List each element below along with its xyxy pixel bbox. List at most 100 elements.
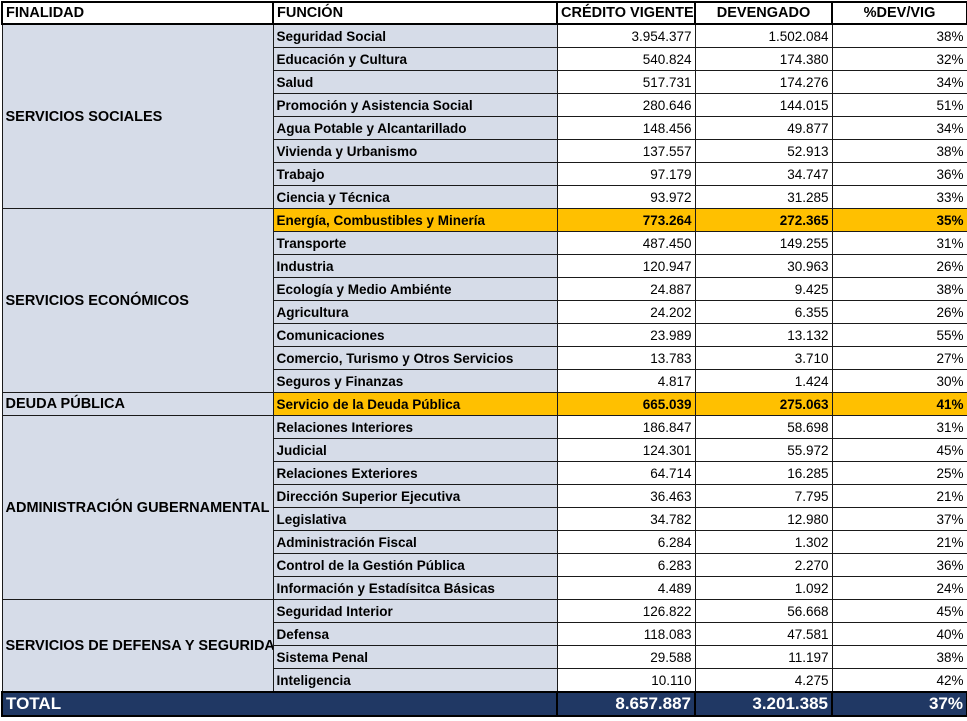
funcion-cell: Ciencia y Técnica: [272, 185, 558, 209]
devengado-cell: 58.698: [694, 415, 833, 439]
table-row: Sistema Penal 29.588 11.197 38%: [2, 645, 967, 669]
credito-cell: 186.847: [556, 415, 696, 439]
funcion-cell: Energía, Combustibles y Minería: [272, 208, 558, 232]
funcion-cell: Agricultura: [272, 300, 558, 324]
finalidad-cell: DEUDA PÚBLICA: [1, 392, 274, 416]
table-row: Vivienda y Urbanismo 137.557 52.913 38%: [2, 139, 967, 163]
finalidad-cell: SERVICIOS SOCIALES: [1, 23, 274, 209]
pct-cell: 37%: [831, 507, 967, 531]
credito-cell: 64.714: [556, 461, 696, 485]
pct-cell: 35%: [831, 208, 967, 232]
pct-cell: 27%: [831, 346, 967, 370]
table-row: Legislativa 34.782 12.980 37%: [2, 507, 967, 531]
funcion-cell: Agua Potable y Alcantarillado: [272, 116, 558, 140]
devengado-cell: 49.877: [694, 116, 833, 140]
devengado-cell: 2.270: [694, 553, 833, 577]
funcion-cell: Sistema Penal: [272, 645, 558, 669]
credito-cell: 24.887: [556, 277, 696, 301]
pct-cell: 45%: [831, 599, 967, 623]
table-row: Salud 517.731 174.276 34%: [2, 70, 967, 94]
credito-cell: 24.202: [556, 300, 696, 324]
pct-cell: 42%: [831, 668, 967, 693]
funcion-cell: Defensa: [272, 622, 558, 646]
table-row: Defensa 118.083 47.581 40%: [2, 622, 967, 646]
table-row: ADMINISTRACIÓN GUBERNAMENTAL Relaciones I…: [1, 415, 967, 600]
credito-cell: 280.646: [556, 93, 696, 117]
devengado-cell: 56.668: [694, 599, 833, 623]
devengado-cell: 16.285: [694, 461, 833, 485]
pct-cell: 36%: [831, 553, 967, 577]
table-row: SERVICIOS DE DEFENSA Y SEGURIDAD Segurida…: [1, 599, 967, 693]
devengado-cell: 7.795: [694, 484, 833, 508]
pct-cell: 21%: [831, 530, 967, 554]
devengado-cell: 52.913: [694, 139, 833, 163]
funcion-cell: Inteligencia: [272, 668, 558, 693]
pct-cell: 21%: [831, 484, 967, 508]
credito-cell: 23.989: [556, 323, 696, 347]
pct-cell: 55%: [831, 323, 967, 347]
credito-cell: 4.489: [556, 576, 696, 600]
table-row: Administración Fiscal 6.284 1.302 21%: [2, 530, 967, 554]
funcion-cell: Relaciones Exteriores: [272, 461, 558, 485]
credito-cell: 517.731: [556, 70, 696, 94]
devengado-cell: 47.581: [694, 622, 833, 646]
funcion-cell: Comercio, Turismo y Otros Servicios: [272, 346, 558, 370]
funcion-cell: Control de la Gestión Pública: [272, 553, 558, 577]
finalidad-cell: SERVICIOS DE DEFENSA Y SEGURIDAD: [1, 599, 274, 693]
table-row: Control de la Gestión Pública 6.283 2.270 3…: [2, 553, 967, 577]
funcion-cell: Transporte: [272, 231, 558, 255]
pct-cell: 24%: [831, 576, 967, 600]
pct-cell: 34%: [831, 116, 967, 140]
funcion-cell: Industria: [272, 254, 558, 278]
devengado-cell: 275.063: [694, 392, 833, 416]
table-row: Comunicaciones 23.989 13.132 55%: [2, 323, 967, 347]
table-row: DEUDA PÚBLICA Servicio de la Deuda Públic…: [1, 392, 967, 416]
funcion-cell: Educación y Cultura: [272, 47, 558, 71]
table-row: Promoción y Asistencia Social 280.646 144.…: [2, 93, 967, 117]
finalidad-cell: SERVICIOS ECONÓMICOS: [1, 208, 274, 393]
funcion-cell: Salud: [272, 70, 558, 94]
total-credito: 8.657.887: [556, 691, 696, 717]
devengado-cell: 149.255: [694, 231, 833, 255]
pct-cell: 36%: [831, 162, 967, 186]
funcion-cell: Vivienda y Urbanismo: [272, 139, 558, 163]
total-label: TOTAL: [1, 691, 558, 717]
table-row: Ecología y Medio Ambiénte 24.887 9.425 38%: [2, 277, 967, 301]
funcion-cell: Administración Fiscal: [272, 530, 558, 554]
credito-cell: 6.284: [556, 530, 696, 554]
header-pct-dev-vig: %DEV/VIG: [831, 1, 967, 25]
credito-cell: 126.822: [556, 599, 696, 623]
devengado-cell: 12.980: [694, 507, 833, 531]
funcion-cell: Servicio de la Deuda Pública: [272, 392, 558, 416]
pct-cell: 25%: [831, 461, 967, 485]
pct-cell: 38%: [831, 139, 967, 163]
credito-cell: 118.083: [556, 622, 696, 646]
pct-cell: 38%: [831, 23, 967, 48]
pct-cell: 38%: [831, 645, 967, 669]
table-row: Agua Potable y Alcantarillado 148.456 49.8…: [2, 116, 967, 140]
funcion-cell: Trabajo: [272, 162, 558, 186]
devengado-cell: 3.710: [694, 346, 833, 370]
credito-cell: 665.039: [556, 392, 696, 416]
total-row: TOTAL 8.657.887 3.201.385 37%: [1, 691, 967, 717]
header-finalidad: FINALIDAD: [1, 1, 274, 25]
devengado-cell: 1.092: [694, 576, 833, 600]
devengado-cell: 1.502.084: [694, 23, 833, 48]
pct-cell: 38%: [831, 277, 967, 301]
funcion-cell: Judicial: [272, 438, 558, 462]
pct-cell: 26%: [831, 254, 967, 278]
devengado-cell: 6.355: [694, 300, 833, 324]
total-pct: 37%: [831, 691, 967, 717]
credito-cell: 10.110: [556, 668, 696, 693]
table-row: Relaciones Exteriores 64.714 16.285 25%: [2, 461, 967, 485]
table-row: Comercio, Turismo y Otros Servicios 13.78…: [2, 346, 967, 370]
devengado-cell: 1.302: [694, 530, 833, 554]
header-funcion: FUNCIÓN: [272, 1, 558, 25]
credito-cell: 6.283: [556, 553, 696, 577]
table-row: SERVICIOS ECONÓMICOS Energía, Combustible…: [1, 208, 967, 393]
pct-cell: 31%: [831, 415, 967, 439]
funcion-cell: Seguros y Finanzas: [272, 369, 558, 393]
table-row: SERVICIOS SOCIALES Seguridad Social 3.954.…: [1, 23, 967, 209]
devengado-cell: 4.275: [694, 668, 833, 693]
devengado-cell: 31.285: [694, 185, 833, 209]
